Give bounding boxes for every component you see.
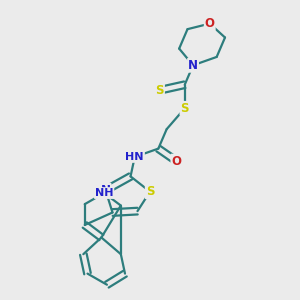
Text: O: O <box>205 17 215 30</box>
Text: S: S <box>181 102 189 115</box>
Text: S: S <box>155 84 164 97</box>
Text: HN: HN <box>125 152 144 162</box>
Text: S: S <box>146 185 154 198</box>
Text: N: N <box>100 184 111 197</box>
Text: NH: NH <box>95 188 113 198</box>
Text: N: N <box>188 59 198 72</box>
Text: O: O <box>171 154 182 168</box>
